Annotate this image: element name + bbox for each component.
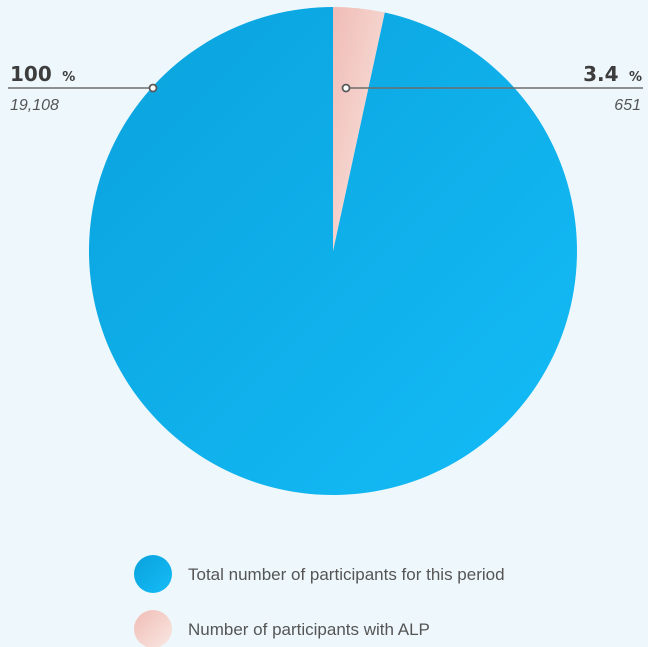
legend-label-alp: Number of participants with ALP [188,620,430,639]
legend-label-total: Total number of participants for this pe… [188,565,505,584]
legend: Total number of participants for this pe… [134,555,505,647]
percent-label-alp: 3.4 % [583,62,642,86]
percent-label-total: 100 % [10,62,75,86]
leader-dot-total [148,83,158,93]
pie-slice-alp [333,7,385,251]
pie-slice-total [88,6,577,496]
count-label-alp: 651 [614,97,641,114]
percent-unit-alp: % [629,70,642,85]
percent-unit-total: % [62,70,75,85]
legend-swatch-alp [134,610,172,647]
count-label-total: 19,108 [10,97,59,114]
percent-value-alp: 3.4 [583,62,618,86]
percent-value-total: 100 [10,62,52,86]
leader-dot-alp [341,83,351,93]
legend-swatch-total [134,555,172,593]
